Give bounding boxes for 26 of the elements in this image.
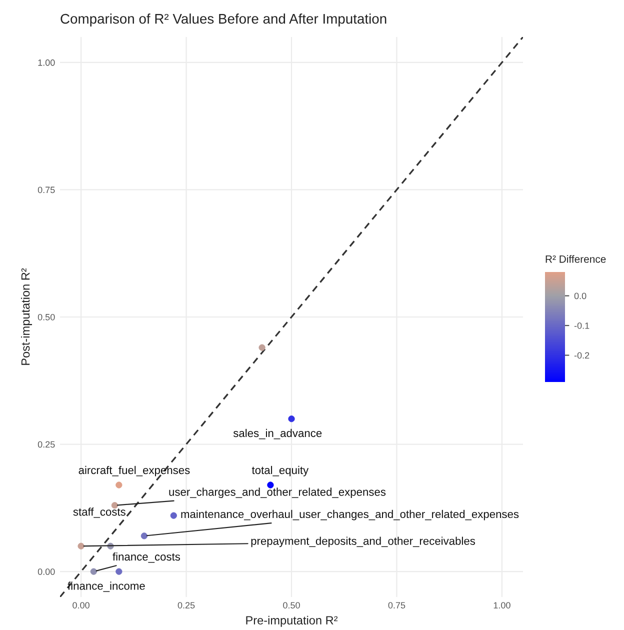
y-axis-title: Post-imputation R² [21,268,32,365]
x-tick-label: 0.00 [72,602,90,608]
annotation: total_equity [252,466,309,476]
color-bar-label: -0.2 [574,352,590,359]
x-tick-label: 0.25 [178,602,195,608]
y-tick-label: 0.75 [38,186,55,194]
x-tick-label: 0.75 [388,602,406,608]
annotation: aircraft_fuel_expenses [78,466,190,476]
x-tick-label: 1.00 [494,602,510,608]
annotation: prepayment_deposits_and_other_receivables [251,536,476,548]
color-bar-title: R² Difference [546,255,606,263]
y-tick-label: 0.00 [38,568,55,575]
annotation: sales_in_advance [233,428,322,440]
annotation: finance_income [68,582,145,592]
annotation: finance_costs [112,552,180,563]
annotation: staff_costs [73,508,126,518]
color-bar-label: 0.0 [574,292,586,300]
y-tick-label: 1.00 [38,59,55,66]
y-tick-label: 0.25 [38,441,55,448]
color-bar-label: -0.1 [574,322,590,329]
y-tick-label: 0.50 [38,314,55,320]
x-axis-title: Pre-imputation R² [246,616,338,627]
annotation: user_charges_and_other_related_expenses [169,488,386,498]
annotation: maintenance_overhaul_user_changes_and_other_related_expenses [181,510,519,520]
chart-title: Comparison of R² Values Before and After Imputation [60,14,386,26]
x-tick-label: 0.50 [283,602,300,608]
